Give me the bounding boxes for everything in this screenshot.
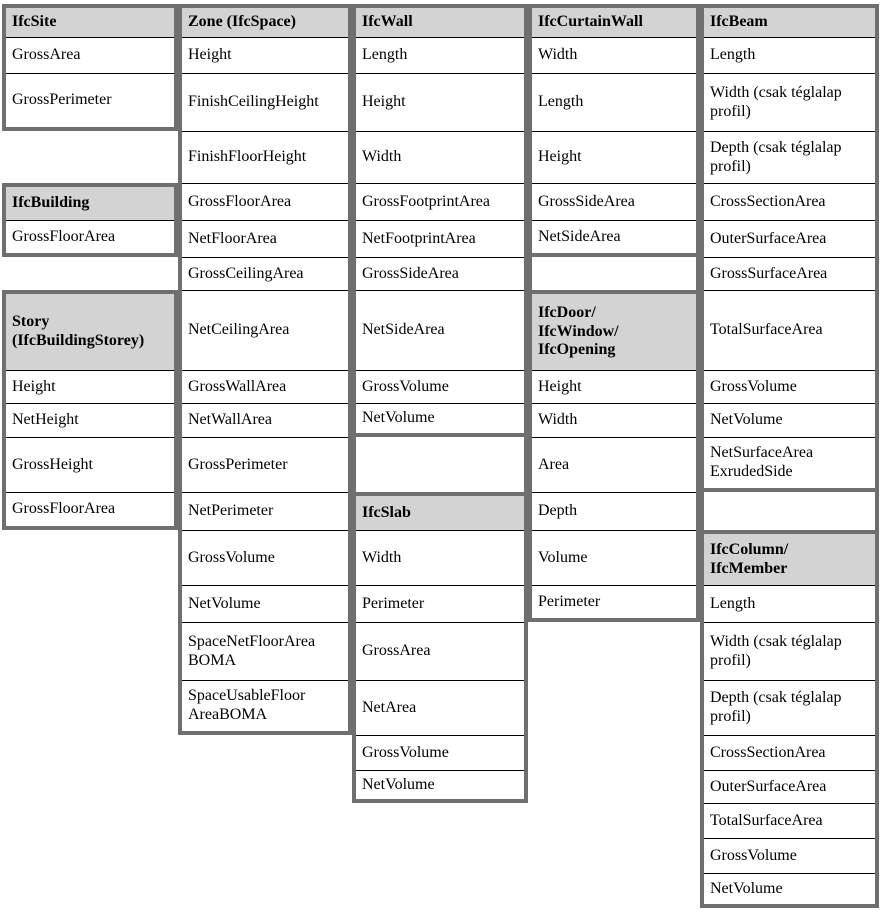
table-cell: NetArea: [356, 680, 524, 735]
table-cell: GrossSideArea: [356, 257, 524, 290]
table-cell: NetHeight: [6, 403, 174, 437]
table-cell: NetPerimeter: [182, 492, 348, 530]
table-zone-ifcspace: Zone (IfcSpace) Height FinishCeilingHeig…: [178, 4, 352, 735]
table-cell: Width (csak téglalap profil): [704, 73, 875, 131]
table-cell: Height: [532, 370, 696, 403]
table-cell: Width: [532, 403, 696, 437]
table-header-ifcslab: IfcSlab: [356, 496, 524, 530]
table-cell: NetSideArea: [356, 290, 524, 370]
table-header-ifcwall: IfcWall: [356, 8, 524, 37]
table-header-zone: Zone (IfcSpace): [182, 8, 348, 37]
table-cell: Length: [532, 73, 696, 131]
table-cell: NetFloorArea: [182, 220, 348, 257]
table-cell: OuterSurfaceArea: [704, 220, 875, 257]
table-cell: GrossVolume: [182, 530, 348, 585]
table-cell: TotalSurfaceArea: [704, 290, 875, 370]
table-cell: Height: [356, 73, 524, 131]
table-cell: OuterSurfaceArea: [704, 770, 875, 803]
table-cell: Length: [704, 585, 875, 622]
table-cell: Perimeter: [532, 585, 696, 618]
empty-cell: [352, 437, 528, 492]
table-cell: Width: [532, 37, 696, 73]
table-cell: Depth (csak téglalap profil): [704, 131, 875, 183]
table-cell: GrossWallArea: [182, 370, 348, 403]
table-cell: NetVolume: [704, 403, 875, 437]
table-cell: SpaceUsableFloor AreaBOMA: [182, 680, 348, 731]
table-header-ifcdoor: IfcDoor/ IfcWindow/ IfcOpening: [532, 294, 696, 370]
table-cell: GrossPerimeter: [182, 437, 348, 492]
empty-cell: [700, 492, 879, 530]
table-header-ifcbeam: IfcBeam: [704, 8, 875, 37]
table-cell: Width: [356, 131, 524, 183]
table-cell: GrossVolume: [704, 370, 875, 403]
table-ifcbeam: IfcBeam Length Width (csak téglalap prof…: [700, 4, 879, 492]
table-cell: GrossVolume: [704, 838, 875, 873]
table-cell: Length: [704, 37, 875, 73]
table-cell: NetFootprintArea: [356, 220, 524, 257]
table-cell: GrossHeight: [6, 437, 174, 492]
table-header-ifcsite: IfcSite: [6, 8, 174, 37]
table-ifcwall: IfcWall Length Height Width GrossFootpri…: [352, 4, 528, 437]
table-cell: NetVolume: [704, 873, 875, 904]
table-header-story: Story (IfcBuildingStorey): [6, 294, 174, 370]
table-cell: Length: [356, 37, 524, 73]
table-cell: NetSideArea: [532, 220, 696, 253]
table-cell: Height: [182, 37, 348, 73]
table-cell: Perimeter: [356, 585, 524, 622]
table-cell: Width: [356, 530, 524, 585]
table-cell: GrossArea: [356, 622, 524, 680]
table-cell: Depth (csak téglalap profil): [704, 680, 875, 735]
table-cell: GrossFloorArea: [6, 220, 174, 253]
table-cell: CrossSectionArea: [704, 183, 875, 220]
table-cell: GrossFloorArea: [182, 183, 348, 220]
empty-cell: [528, 257, 700, 290]
table-cell: NetVolume: [356, 770, 524, 799]
table-ifcsite: IfcSite GrossArea GrossPerimeter: [2, 4, 178, 131]
table-cell: FinishFloorHeight: [182, 131, 348, 183]
table-cell: GrossVolume: [356, 735, 524, 770]
table-cell: GrossFloorArea: [6, 492, 174, 526]
table-ifccolumn-ifcmember: IfcColumn/ IfcMember Length Width (csak …: [700, 530, 879, 908]
table-cell: Height: [6, 370, 174, 403]
table-cell: NetVolume: [356, 403, 524, 433]
table-story: Story (IfcBuildingStorey) Height NetHeig…: [2, 290, 178, 530]
table-cell: NetWallArea: [182, 403, 348, 437]
table-cell: NetCeilingArea: [182, 290, 348, 370]
table-cell: GrossPerimeter: [6, 73, 174, 127]
table-cell: GrossSideArea: [532, 183, 696, 220]
table-cell: FinishCeilingHeight: [182, 73, 348, 131]
table-cell: Depth: [532, 492, 696, 530]
table-ifcslab: IfcSlab Width Perimeter GrossArea NetAre…: [352, 492, 528, 803]
table-cell: GrossFootprintArea: [356, 183, 524, 220]
table-cell: Area: [532, 437, 696, 492]
table-cell: SpaceNetFloorArea BOMA: [182, 622, 348, 680]
table-header-ifccolumn: IfcColumn/ IfcMember: [704, 534, 875, 585]
table-cell: CrossSectionArea: [704, 735, 875, 770]
table-cell: NetSurfaceArea ExrudedSide: [704, 437, 875, 488]
table-cell: GrossSurfaceArea: [704, 257, 875, 290]
table-ifccurtainwall: IfcCurtainWall Width Length Height Gross…: [528, 4, 700, 257]
table-ifcdoor-ifcwindow-ifcopening: IfcDoor/ IfcWindow/ IfcOpening Height Wi…: [528, 290, 700, 622]
table-cell: GrossVolume: [356, 370, 524, 403]
table-cell: NetVolume: [182, 585, 348, 622]
table-cell: GrossCeilingArea: [182, 257, 348, 290]
table-cell: Width (csak téglalap profil): [704, 622, 875, 680]
table-header-ifcbuilding: IfcBuilding: [6, 187, 174, 220]
table-cell: TotalSurfaceArea: [704, 803, 875, 838]
table-header-ifccurtainwall: IfcCurtainWall: [532, 8, 696, 37]
table-ifcbuilding: IfcBuilding GrossFloorArea: [2, 183, 178, 257]
table-cell: Height: [532, 131, 696, 183]
table-cell: GrossArea: [6, 37, 174, 73]
table-cell: Volume: [532, 530, 696, 585]
